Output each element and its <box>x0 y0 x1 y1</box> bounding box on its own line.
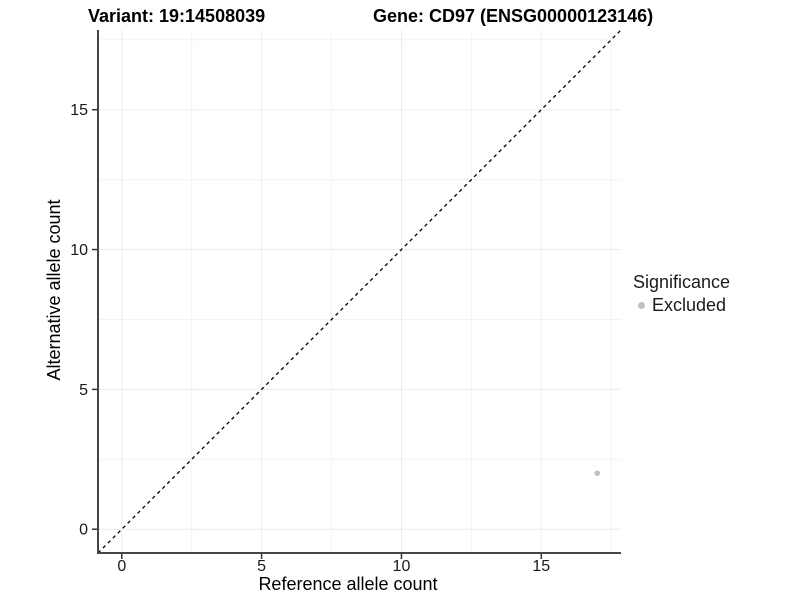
x-axis-title: Reference allele count <box>258 574 437 594</box>
y-axis-title: Alternative allele count <box>44 199 64 380</box>
y-tick-label: 5 <box>79 382 88 399</box>
axes: 0 5 10 15 0 5 10 15 <box>70 30 621 575</box>
variant-title: Variant: 19:14508039 <box>88 6 266 26</box>
legend-title: Significance <box>633 272 731 292</box>
y-tick-label: 0 <box>79 522 88 539</box>
x-tick-label: 0 <box>117 558 126 575</box>
y-tick-label: 15 <box>70 102 88 119</box>
x-tick-label: 5 <box>257 558 266 575</box>
plot-marks <box>97 29 622 554</box>
legend: Significance Excluded <box>633 271 730 316</box>
data-point <box>594 470 601 477</box>
legend-item-label: Excluded <box>652 295 727 315</box>
y-tick-label: 10 <box>70 242 88 259</box>
gene-title: Gene: CD97 (ENSG00000123146) <box>373 6 654 26</box>
diagonal-reference-line <box>97 29 622 554</box>
x-tick-label: 10 <box>393 558 411 575</box>
x-tick-label: 15 <box>532 558 550 575</box>
legend-item-excluded: Excluded <box>633 294 730 316</box>
gridlines-major <box>98 30 621 553</box>
excluded-point-icon <box>638 301 645 309</box>
gridlines-minor <box>98 30 621 553</box>
